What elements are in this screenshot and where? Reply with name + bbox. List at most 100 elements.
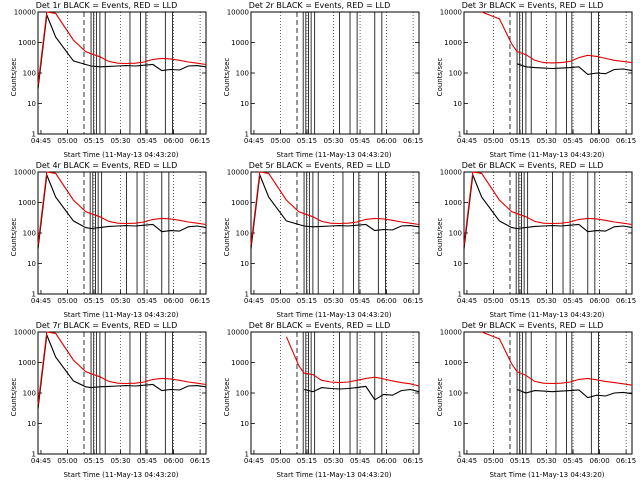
x-tick-label: 06:15 bbox=[616, 457, 636, 465]
plot-frame bbox=[37, 171, 207, 295]
y-axis-label: Counts/sec bbox=[223, 377, 231, 417]
y-tick-label: 10000 bbox=[14, 169, 36, 177]
panel-title: Det 7r BLACK = Events, RED = LLD bbox=[35, 321, 178, 330]
y-tick-label: 100 bbox=[449, 70, 462, 78]
x-tick-label: 04:45 bbox=[31, 457, 51, 465]
plot-frame bbox=[250, 11, 420, 135]
x-axis-label: Start Time (11-May-13 04:43:20) bbox=[63, 471, 179, 479]
y-axis-label: Counts/sec bbox=[436, 377, 444, 417]
y-tick-label: 100 bbox=[449, 390, 462, 398]
x-tick-label: 05:00 bbox=[270, 297, 290, 305]
y-tick-label: 100 bbox=[236, 70, 249, 78]
y-axis-label: Counts/sec bbox=[223, 217, 231, 257]
panel-title: Det 6r BLACK = Events, RED = LLD bbox=[461, 161, 604, 170]
y-tick-label: 1 bbox=[32, 291, 36, 299]
x-tick-label: 05:45 bbox=[350, 297, 370, 305]
y-tick-label: 10000 bbox=[440, 9, 462, 17]
y-tick-label: 1000 bbox=[231, 39, 249, 47]
y-tick-label: 10 bbox=[27, 100, 36, 108]
x-tick-label: 06:15 bbox=[190, 297, 210, 305]
y-tick-label: 1000 bbox=[444, 199, 462, 207]
x-tick-label: 05:45 bbox=[137, 297, 157, 305]
events-series-line bbox=[516, 388, 633, 399]
x-axis-label: Start Time (11-May-13 04:43:20) bbox=[489, 471, 605, 479]
y-tick-label: 1 bbox=[245, 131, 249, 139]
y-tick-label: 1000 bbox=[231, 359, 249, 367]
y-tick-label: 10 bbox=[240, 260, 249, 268]
x-tick-label: 04:45 bbox=[31, 137, 51, 145]
x-axis-label: Start Time (11-May-13 04:43:20) bbox=[63, 311, 179, 319]
y-tick-label: 10000 bbox=[227, 329, 249, 337]
panel-plot: 1 10 100 1000 10000 04:45 05:00 05:15 05:30 05:45… bbox=[227, 169, 423, 306]
panel-plot: 1 10 100 1000 10000 04:45 05:00 05:15 05:30 05:45… bbox=[227, 9, 423, 146]
x-tick-label: 06:00 bbox=[163, 137, 183, 145]
y-tick-label: 10 bbox=[27, 420, 36, 428]
panel-plot: 1 10 100 1000 10000 04:45 05:00 05:15 05:30 05:45… bbox=[14, 9, 210, 146]
y-tick-label: 1 bbox=[458, 131, 462, 139]
panel-plot: 1 10 100 1000 10000 04:45 05:00 05:15 05:30 05:45… bbox=[440, 329, 636, 466]
y-tick-label: 100 bbox=[449, 230, 462, 238]
y-tick-label: 1000 bbox=[444, 359, 462, 367]
x-tick-label: 05:45 bbox=[563, 457, 583, 465]
panel-plot: 1 10 100 1000 10000 04:45 05:00 05:15 05:30 05:45… bbox=[14, 169, 210, 306]
x-tick-label: 05:30 bbox=[323, 137, 343, 145]
x-tick-label: 05:15 bbox=[297, 457, 317, 465]
plot-frame bbox=[463, 331, 633, 455]
panel-plot: 1 10 100 1000 10000 04:45 05:00 05:15 05:30 05:45… bbox=[440, 169, 636, 306]
detector-panel: Det 1r BLACK = Events, RED = LLD 1 10 100 10… bbox=[0, 0, 213, 160]
y-tick-label: 1000 bbox=[18, 359, 36, 367]
events-series-line bbox=[250, 174, 420, 249]
y-tick-label: 1000 bbox=[444, 39, 462, 47]
lld-series-line bbox=[463, 171, 633, 246]
events-series-line bbox=[516, 63, 633, 75]
x-tick-label: 05:15 bbox=[510, 457, 530, 465]
x-tick-label: 05:15 bbox=[510, 137, 530, 145]
lld-series-line bbox=[481, 331, 633, 386]
panel-title: Det 1r BLACK = Events, RED = LLD bbox=[35, 1, 178, 10]
detector-panel: Det 3r BLACK = Events, RED = LLD 1 10 100 10… bbox=[426, 0, 639, 160]
y-axis-label: Counts/sec bbox=[10, 217, 18, 257]
x-tick-label: 05:45 bbox=[350, 457, 370, 465]
y-tick-label: 100 bbox=[236, 390, 249, 398]
x-tick-label: 06:00 bbox=[589, 137, 609, 145]
x-tick-label: 06:15 bbox=[616, 297, 636, 305]
lld-series-line bbox=[37, 11, 207, 86]
y-axis-label: Counts/sec bbox=[436, 217, 444, 257]
y-tick-label: 1 bbox=[32, 451, 36, 459]
x-tick-label: 06:00 bbox=[376, 457, 396, 465]
x-tick-label: 05:30 bbox=[323, 297, 343, 305]
x-tick-label: 05:45 bbox=[137, 137, 157, 145]
x-tick-label: 04:45 bbox=[31, 297, 51, 305]
x-tick-label: 05:15 bbox=[84, 457, 104, 465]
y-tick-label: 10 bbox=[453, 100, 462, 108]
x-tick-label: 05:45 bbox=[137, 457, 157, 465]
x-tick-label: 04:45 bbox=[244, 297, 264, 305]
y-tick-label: 1000 bbox=[231, 199, 249, 207]
y-tick-label: 100 bbox=[23, 70, 36, 78]
lld-series-line bbox=[285, 336, 420, 387]
x-tick-label: 05:15 bbox=[84, 297, 104, 305]
panel-title: Det 5r BLACK = Events, RED = LLD bbox=[248, 161, 391, 170]
x-tick-label: 05:00 bbox=[270, 457, 290, 465]
x-axis-label: Start Time (11-May-13 04:43:20) bbox=[63, 151, 179, 159]
x-tick-label: 06:00 bbox=[589, 297, 609, 305]
x-tick-label: 06:00 bbox=[163, 457, 183, 465]
x-tick-label: 06:15 bbox=[403, 457, 423, 465]
x-tick-label: 05:00 bbox=[57, 457, 77, 465]
x-tick-label: 06:00 bbox=[376, 297, 396, 305]
y-tick-label: 1 bbox=[458, 291, 462, 299]
x-tick-label: 05:00 bbox=[483, 457, 503, 465]
plot-frame bbox=[250, 331, 420, 455]
y-tick-label: 1000 bbox=[18, 39, 36, 47]
panel-plot: 1 10 100 1000 10000 04:45 05:00 05:15 05:30 05:45… bbox=[227, 329, 423, 466]
plot-frame bbox=[37, 331, 207, 455]
y-tick-label: 10000 bbox=[440, 169, 462, 177]
events-series-line bbox=[37, 174, 207, 249]
y-tick-label: 10000 bbox=[227, 169, 249, 177]
x-tick-label: 04:45 bbox=[244, 137, 264, 145]
x-tick-label: 05:30 bbox=[536, 297, 556, 305]
panel-title: Det 8r BLACK = Events, RED = LLD bbox=[248, 321, 391, 330]
lld-series-line bbox=[250, 171, 420, 246]
y-tick-label: 10 bbox=[240, 420, 249, 428]
x-tick-label: 05:15 bbox=[297, 297, 317, 305]
